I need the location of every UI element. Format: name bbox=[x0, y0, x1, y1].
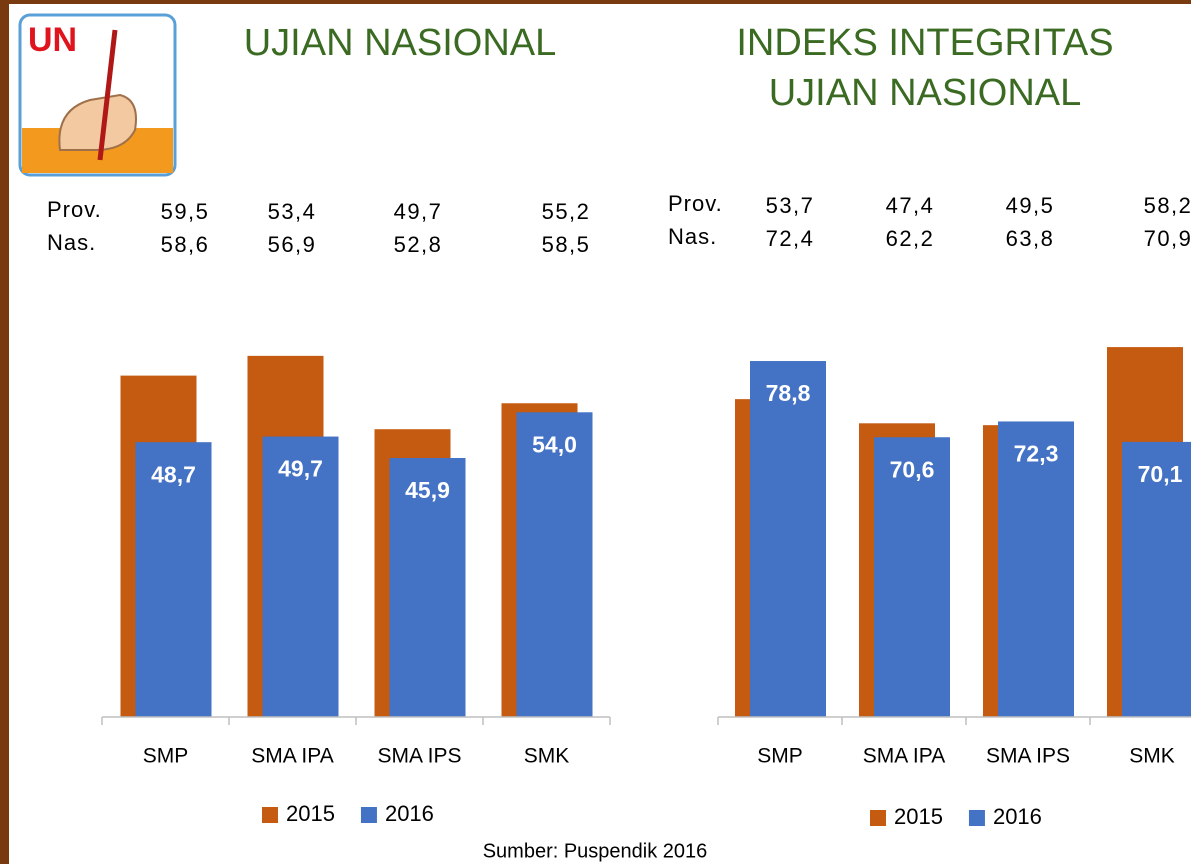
x-tick-label: SMP bbox=[757, 745, 803, 768]
table-value: 63,8 bbox=[1006, 226, 1055, 251]
table-value: 55,2 bbox=[542, 199, 591, 224]
table-value: 56,9 bbox=[268, 232, 317, 257]
data-label: 48,7 bbox=[151, 461, 196, 487]
data-label: 54,0 bbox=[532, 431, 577, 457]
table-value: 53,7 bbox=[766, 193, 815, 218]
x-tick-label: SMA IPS bbox=[377, 745, 461, 768]
bar bbox=[750, 361, 826, 717]
bar bbox=[517, 412, 593, 717]
data-label: 72,3 bbox=[1014, 441, 1059, 467]
chart-title: UJIAN NASIONAL bbox=[769, 72, 1082, 114]
row-label: Prov. bbox=[668, 191, 723, 216]
row-label: Prov. bbox=[47, 197, 102, 222]
chart-title: UJIAN NASIONAL bbox=[244, 22, 557, 64]
data-label: 70,1 bbox=[1138, 461, 1183, 487]
table-value: 72,4 bbox=[766, 226, 815, 251]
table-value: 58,2 bbox=[1144, 193, 1191, 218]
x-tick-label: SMA IPA bbox=[251, 745, 333, 768]
table-value: 62,2 bbox=[886, 226, 935, 251]
legend-label: 2016 bbox=[385, 801, 434, 826]
legend-label: 2016 bbox=[993, 804, 1042, 829]
table-value: 59,5 bbox=[161, 199, 210, 224]
left-border bbox=[0, 0, 9, 864]
legend-swatch bbox=[969, 810, 985, 826]
source: Sumber: Puspendik 2016 bbox=[483, 840, 708, 862]
logo: UN bbox=[20, 15, 175, 175]
x-tick-label: SMP bbox=[143, 745, 189, 768]
x-tick-label: SMK bbox=[1129, 745, 1175, 768]
logo-text: UN bbox=[28, 21, 77, 59]
data-label: 45,9 bbox=[405, 477, 450, 503]
legend-label: 2015 bbox=[894, 804, 943, 829]
top-border bbox=[0, 0, 1191, 4]
legend-swatch bbox=[870, 810, 886, 826]
x-tick-label: SMA IPA bbox=[863, 745, 945, 768]
page: UN Sumber: Puspendik 2016 UJIAN NASIONAL… bbox=[0, 0, 1191, 864]
table-value: 58,6 bbox=[161, 232, 210, 257]
legend-label: 2015 bbox=[286, 801, 335, 826]
data-label: 70,6 bbox=[890, 456, 935, 482]
row-label: Nas. bbox=[47, 230, 96, 255]
data-label: 78,8 bbox=[766, 380, 811, 406]
legend-swatch bbox=[361, 807, 377, 823]
table-value: 58,5 bbox=[542, 232, 591, 257]
slide: UN Sumber: Puspendik 2016 UJIAN NASIONAL… bbox=[0, 0, 1191, 864]
x-tick-label: SMK bbox=[524, 745, 570, 768]
table-value: 47,4 bbox=[886, 193, 935, 218]
table-value: 49,5 bbox=[1006, 193, 1055, 218]
table-value: 53,4 bbox=[268, 199, 317, 224]
data-label: 49,7 bbox=[278, 456, 323, 482]
legend-swatch bbox=[262, 807, 278, 823]
chart-title: INDEKS INTEGRITAS bbox=[736, 22, 1113, 64]
table-value: 70,9 bbox=[1144, 226, 1191, 251]
table-value: 52,8 bbox=[394, 232, 443, 257]
x-tick-label: SMA IPS bbox=[986, 745, 1070, 768]
table-value: 49,7 bbox=[394, 199, 443, 224]
row-label: Nas. bbox=[668, 224, 717, 249]
